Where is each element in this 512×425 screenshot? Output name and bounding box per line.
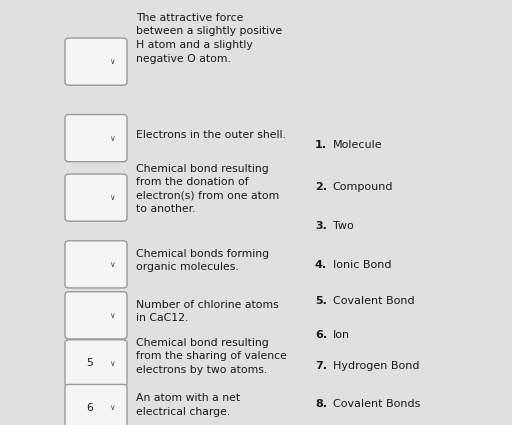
Text: ∨: ∨: [110, 260, 115, 269]
FancyBboxPatch shape: [65, 384, 127, 425]
FancyBboxPatch shape: [65, 292, 127, 339]
Text: Ion: Ion: [333, 330, 350, 340]
Text: 1.: 1.: [315, 139, 327, 150]
Text: 4.: 4.: [315, 260, 327, 270]
Text: 5: 5: [86, 358, 93, 368]
Text: 3.: 3.: [315, 221, 327, 231]
FancyBboxPatch shape: [65, 114, 127, 162]
Text: Chemical bond resulting
from the donation of
electron(s) from one atom
to anothe: Chemical bond resulting from the donatio…: [136, 164, 279, 215]
Text: An atom with a net
electrical charge.: An atom with a net electrical charge.: [136, 393, 240, 417]
Text: ∨: ∨: [110, 57, 115, 66]
Text: Covalent Bonds: Covalent Bonds: [333, 399, 420, 409]
Text: ∨: ∨: [110, 133, 115, 143]
Text: ∨: ∨: [110, 193, 115, 202]
FancyBboxPatch shape: [65, 340, 127, 387]
Text: Hydrogen Bond: Hydrogen Bond: [333, 361, 419, 371]
Text: Chemical bond resulting
from the sharing of valence
electrons by two atoms.: Chemical bond resulting from the sharing…: [136, 338, 287, 375]
Text: 2.: 2.: [315, 182, 327, 192]
Text: Number of chlorine atoms
in CaC12.: Number of chlorine atoms in CaC12.: [136, 300, 279, 323]
FancyBboxPatch shape: [65, 174, 127, 221]
Text: Compound: Compound: [333, 182, 393, 192]
Text: 6.: 6.: [315, 330, 327, 340]
Text: Covalent Bond: Covalent Bond: [333, 296, 414, 306]
Text: Ionic Bond: Ionic Bond: [333, 260, 391, 270]
Text: 6: 6: [86, 403, 93, 413]
Text: Molecule: Molecule: [333, 139, 382, 150]
Text: 7.: 7.: [315, 361, 327, 371]
Text: Electrons in the outer shell.: Electrons in the outer shell.: [136, 130, 286, 140]
Text: ∨: ∨: [110, 403, 115, 413]
Text: ∨: ∨: [110, 311, 115, 320]
Text: ∨: ∨: [110, 359, 115, 368]
Text: Two: Two: [333, 221, 354, 231]
Text: 8.: 8.: [315, 399, 327, 409]
FancyBboxPatch shape: [65, 241, 127, 288]
Text: The attractive force
between a slightly positive
H atom and a slightly
negative : The attractive force between a slightly …: [136, 13, 282, 64]
Text: Chemical bonds forming
organic molecules.: Chemical bonds forming organic molecules…: [136, 249, 269, 272]
Text: 5.: 5.: [315, 296, 327, 306]
FancyBboxPatch shape: [65, 38, 127, 85]
